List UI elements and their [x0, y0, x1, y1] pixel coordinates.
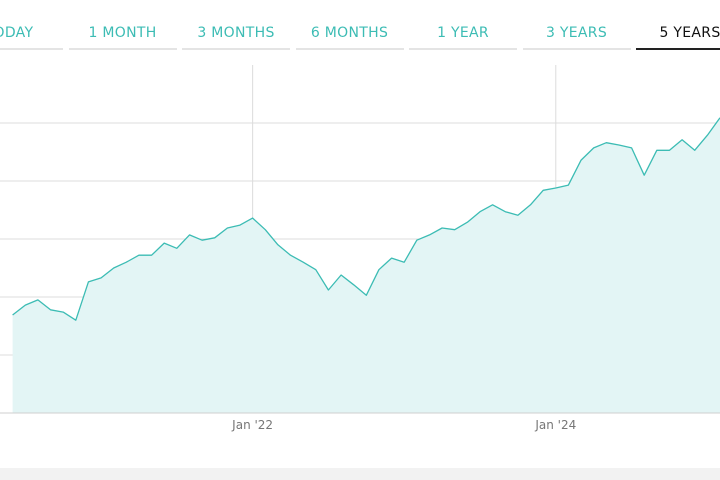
range-tab[interactable]: 3 YEARS	[522, 16, 631, 50]
x-tick-label: Jan '22	[231, 418, 273, 432]
range-tab[interactable]: 3 MONTHS	[182, 16, 290, 50]
range-tab[interactable]: 6 MONTHS	[295, 16, 404, 50]
range-tab[interactable]: 1 YEAR	[409, 16, 517, 50]
x-tick-label: Jan '24	[534, 418, 576, 432]
footer-strip	[0, 468, 720, 480]
price-line	[12, 117, 720, 321]
range-tab[interactable]: 1 MONTH	[68, 16, 177, 50]
area-fill	[12, 117, 720, 413]
range-tab[interactable]: 5 YEARS	[636, 16, 720, 50]
range-tab[interactable]: TODAY	[0, 16, 63, 50]
